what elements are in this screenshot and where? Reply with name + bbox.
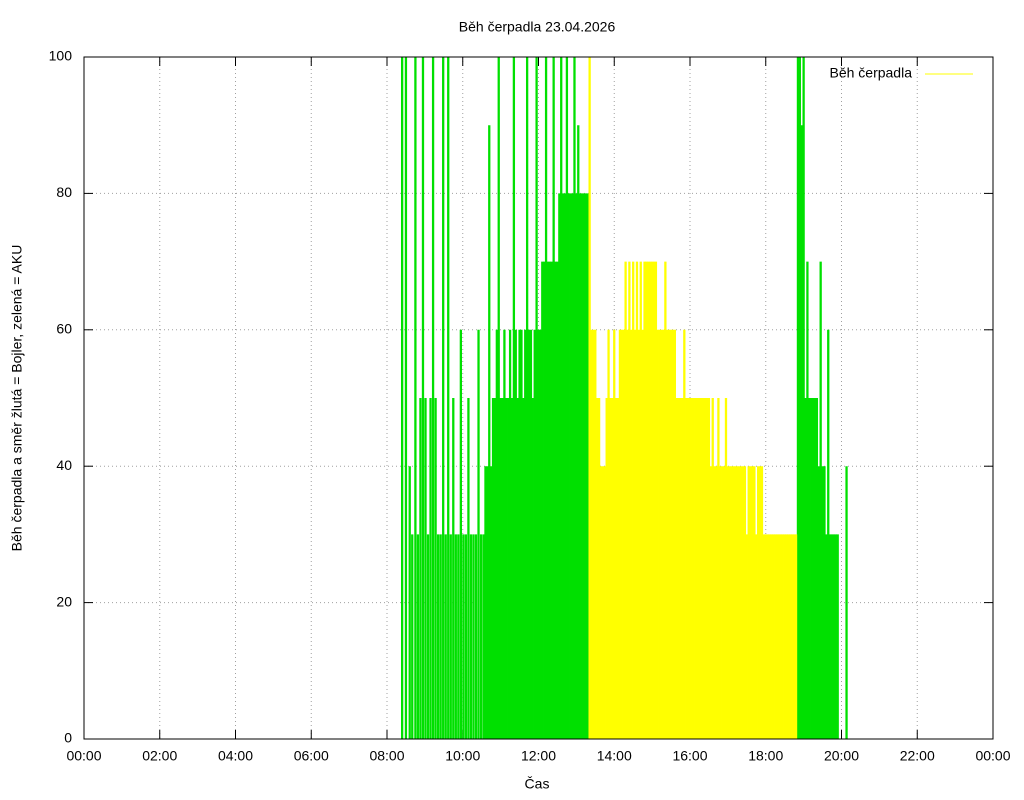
x-tick-label: 20:00 (824, 748, 859, 764)
x-tick-label: 06:00 (294, 748, 329, 764)
x-tick-label: 16:00 (672, 748, 707, 764)
x-tick-label: 22:00 (900, 748, 935, 764)
x-tick-label: 02:00 (142, 748, 177, 764)
x-tick-label: 04:00 (218, 748, 253, 764)
x-tick-label: 14:00 (597, 748, 632, 764)
x-tick-label: 18:00 (748, 748, 783, 764)
y-tick-label: 100 (49, 48, 73, 64)
y-tick-label: 40 (56, 457, 72, 473)
y-axis-label: Běh čerpadla a směr žlutá = Bojler, zele… (9, 245, 25, 552)
y-tick-label: 20 (56, 593, 72, 609)
x-axis-label: Čas (525, 776, 550, 792)
legend-label: Běh čerpadla (829, 65, 912, 81)
x-tick-label: 10:00 (445, 748, 480, 764)
x-tick-label: 00:00 (66, 748, 101, 764)
x-tick-label: 12:00 (521, 748, 556, 764)
x-tick-label: 00:00 (975, 748, 1010, 764)
chart-title: Běh čerpadla 23.04.2026 (459, 19, 616, 35)
x-tick-label: 08:00 (369, 748, 404, 764)
plot-frame (83, 56, 994, 740)
y-tick-label: 60 (56, 321, 72, 337)
y-tick-label: 80 (56, 184, 72, 200)
y-tick-label: 0 (64, 730, 72, 746)
